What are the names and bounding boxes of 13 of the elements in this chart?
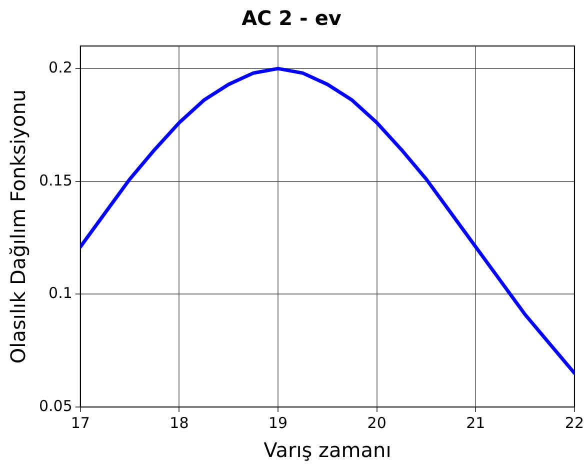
x-tick-label: 18	[170, 414, 189, 432]
x-tick-label: 19	[268, 414, 288, 432]
y-tick-label: 0.1	[48, 284, 72, 302]
chart-title: AC 2 - ev	[242, 6, 342, 30]
x-tick-label: 21	[466, 414, 486, 432]
y-tick-label: 0.2	[48, 58, 72, 76]
x-axis-title: Varış zamanı	[264, 438, 392, 462]
y-tick-label: 0.05	[38, 396, 72, 415]
y-axis-title: Olasılık Dağılım Fonksiyonu	[6, 89, 30, 364]
y-tick-label: 0.15	[38, 171, 72, 190]
x-tick-label: 17	[70, 414, 90, 432]
x-tick-label: 22	[564, 414, 584, 432]
x-tick-label: 20	[367, 414, 386, 432]
